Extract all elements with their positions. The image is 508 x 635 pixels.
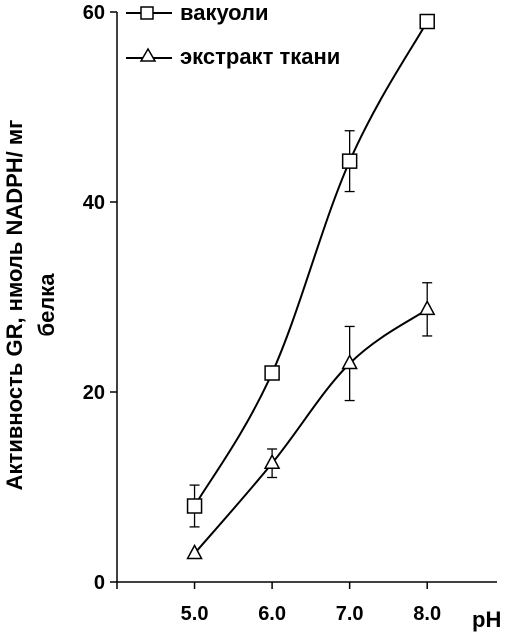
legend-label-0: вакуоли (180, 0, 269, 25)
x-ticks: 5.0 6.0 7.0 8.0 (116, 582, 441, 625)
legend-marker-square (140, 6, 154, 20)
x-tick-label: 7.0 (336, 603, 364, 625)
data-point-square (419, 13, 435, 30)
y-axis-label-line2-group: белка (34, 273, 59, 337)
legend-label-1: экстракт ткани (180, 44, 340, 69)
series-line (193, 21, 429, 507)
y-tick-label: 40 (83, 192, 105, 214)
series-1 (186, 282, 436, 560)
data-point-triangle (341, 353, 358, 370)
x-tick-label: 5.0 (181, 603, 209, 625)
legend-item-1: экстракт ткани (126, 44, 340, 69)
axes (116, 12, 497, 583)
data-point-square (264, 365, 280, 381)
data-point-triangle (186, 543, 203, 560)
y-axis-label: Активность GR, нмоль NADPH/ мг (2, 120, 27, 491)
y-axis-label-line2: белка (34, 273, 59, 337)
x-tick-label: 6.0 (258, 603, 286, 625)
series-0 (186, 13, 435, 528)
legend-marker-triangle (139, 47, 157, 62)
y-axis-label-group: Активность GR, нмоль NADPH/ мг (2, 120, 27, 491)
data-point-triangle (418, 299, 436, 316)
series-line (193, 308, 428, 555)
x-axis-label: pH (472, 607, 501, 632)
series-layer (186, 13, 436, 560)
y-tick-label: 60 (83, 2, 105, 24)
legend: вакуоли экстракт ткани (126, 0, 340, 69)
data-point-square (341, 153, 358, 169)
y-tick-label: 0 (94, 572, 105, 594)
y-tick-label: 20 (83, 382, 105, 404)
data-point-square (186, 498, 203, 514)
x-tick-label: 8.0 (413, 603, 441, 625)
y-ticks: 0 20 40 60 (83, 2, 117, 594)
legend-item-0: вакуоли (126, 0, 269, 25)
data-point-triangle (263, 453, 281, 469)
